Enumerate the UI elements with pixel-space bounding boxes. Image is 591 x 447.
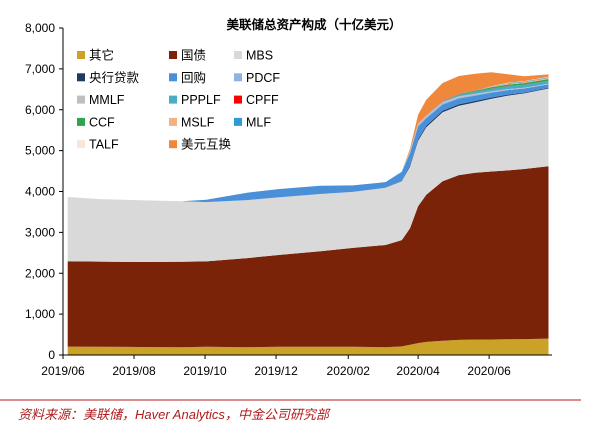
x-tick-label: 2019/10 [183, 364, 227, 378]
legend-label-mbs: MBS [246, 49, 273, 63]
legend-swatch-series-4 [169, 73, 177, 82]
x-tick-label: 2019/12 [254, 364, 298, 378]
legend-swatch-mlf [234, 117, 242, 126]
legend-label-series-4: 回购 [181, 70, 206, 85]
axes: 0 1,000 2,000 3,000 4,000 5,000 6,000 7,000 8,00… [25, 21, 552, 378]
area-mbs [67, 88, 549, 262]
x-tick-label: 2019/08 [112, 364, 156, 378]
y-tick-label: 6,000 [25, 103, 55, 117]
y-tick-label: 3,000 [25, 225, 55, 239]
x-tick-label: 2020/06 [467, 364, 511, 378]
legend-label-mmlf: MMLF [89, 93, 125, 107]
legend-swatch-talf [77, 140, 85, 149]
x-tick-label: 2020/02 [327, 364, 371, 378]
y-tick-label: 0 [48, 348, 55, 362]
legend-label-series-0: 其它 [89, 48, 114, 63]
legend-swatch-pdcf [234, 73, 242, 82]
y-tick-label: 5,000 [25, 144, 55, 158]
legend-label-cpff: CPFF [246, 93, 279, 107]
y-tick-label: 8,000 [25, 21, 55, 35]
legend-swatch-ppplf [169, 95, 177, 104]
legend-swatch-cpff [234, 95, 242, 104]
x-tick-label: 2019/06 [41, 364, 85, 378]
area-series-1 [67, 166, 549, 348]
legend-swatch-mmlf [77, 95, 85, 104]
source-note: 资料来源：美联储，Haver Analytics，中金公司研究部 [18, 407, 331, 422]
y-tick-label: 1,000 [25, 307, 55, 321]
legend-swatch-series-0 [77, 51, 85, 59]
x-tick-label: 2020/04 [396, 364, 440, 378]
legend-label-series-3: 央行贷款 [89, 71, 140, 85]
series-areas [67, 72, 549, 355]
legend-swatch-mslf [169, 117, 177, 126]
y-tick-label: 4,000 [25, 185, 55, 199]
legend-label-pdcf: PDCF [246, 71, 280, 85]
legend-swatch-mbs [234, 51, 242, 59]
y-tick-label: 7,000 [25, 62, 55, 76]
legend-swatch-ccf [77, 117, 85, 126]
legend-label-talf: TALF [89, 138, 119, 152]
legend-label-ccf: CCF [89, 115, 115, 129]
y-tick-label: 2,000 [25, 266, 55, 280]
legend-label-mslf: MSLF [181, 115, 215, 129]
legend-label-series-1: 国债 [181, 49, 206, 63]
chart-title: 美联储总资产构成（十亿美元） [226, 17, 401, 32]
area-series-13 [67, 72, 549, 202]
legend: 其它 国债 MBS 央行贷款 回购 PDCF MMLF PPPLF CPFF CCF MSLF MLF… [77, 48, 280, 152]
legend-swatch-series-3 [77, 73, 85, 82]
legend-swatch-series-13 [169, 140, 177, 149]
legend-label-ppplf: PPPLF [181, 93, 221, 107]
legend-label-mlf: MLF [246, 115, 271, 129]
legend-label-series-13: 美元互换 [181, 138, 232, 152]
legend-swatch-series-1 [169, 51, 177, 59]
